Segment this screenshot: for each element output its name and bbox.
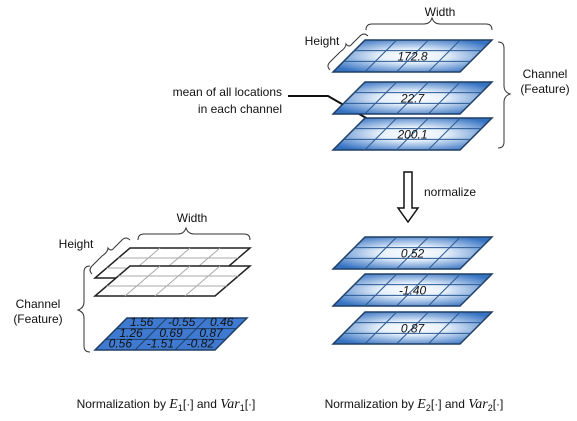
annotation: mean of all locations in each channel bbox=[173, 85, 282, 116]
channel-label-line: Channel bbox=[523, 67, 568, 81]
caption-part: 1 bbox=[178, 403, 183, 413]
caption-part: E bbox=[168, 397, 178, 412]
caption-part: [·] bbox=[431, 397, 442, 411]
caption: Normalization by E2[·] and Var2[·] bbox=[325, 397, 504, 413]
cell-value: 172.8 bbox=[397, 50, 427, 64]
cell-value: 200.1 bbox=[396, 128, 427, 142]
cell-value: 0.46 bbox=[210, 315, 234, 329]
layer: 0.87 bbox=[331, 311, 494, 345]
grid-line bbox=[134, 317, 168, 351]
cell-value: -0.82 bbox=[187, 336, 215, 350]
caption-part: Var bbox=[220, 397, 240, 412]
annotation-line: mean of all locations bbox=[173, 85, 282, 99]
grid-line bbox=[364, 117, 398, 151]
layer bbox=[92, 265, 253, 297]
caption-part: Normalization by bbox=[77, 397, 170, 411]
grid-line bbox=[427, 81, 461, 115]
cell-value: 0.52 bbox=[401, 247, 425, 261]
cell-value: -0.55 bbox=[168, 315, 196, 329]
cell-value: 1.26 bbox=[119, 326, 143, 340]
grid-line bbox=[427, 273, 461, 307]
caption-part: E bbox=[416, 397, 426, 412]
grid-line bbox=[427, 117, 461, 151]
cell-value: 0.87 bbox=[401, 322, 426, 336]
grid-line bbox=[427, 311, 461, 345]
caption-part: [·] bbox=[245, 397, 256, 411]
width-brace bbox=[137, 226, 251, 241]
caption-part: Var bbox=[468, 397, 488, 412]
height-label: Height bbox=[305, 34, 340, 48]
layer: 22.7 bbox=[331, 81, 494, 115]
channel-label-line: (Feature) bbox=[13, 312, 62, 326]
cell-value: -1.40 bbox=[399, 284, 427, 298]
width-label: Width bbox=[425, 5, 456, 19]
caption: Normalization by E1[·] and Var1[·] bbox=[77, 397, 256, 413]
caption-part: and bbox=[194, 397, 221, 411]
caption-part: Normalization by bbox=[325, 397, 418, 411]
grid-line bbox=[184, 265, 221, 297]
caption-part: [·] bbox=[493, 397, 504, 411]
layer: 200.1 bbox=[331, 117, 494, 151]
grid-line bbox=[364, 39, 398, 73]
down-arrow bbox=[396, 171, 420, 224]
grid-line bbox=[174, 317, 208, 351]
layer: 172.8 bbox=[331, 39, 494, 73]
channel-brace bbox=[76, 265, 91, 353]
height-label: Height bbox=[59, 237, 94, 251]
grid-line bbox=[396, 273, 429, 307]
caption-part: and bbox=[442, 397, 469, 411]
cell-value: -1.51 bbox=[147, 336, 174, 350]
caption-part: 2 bbox=[488, 403, 493, 413]
cell-value: 0.56 bbox=[109, 336, 133, 350]
caption-part: 2 bbox=[426, 403, 431, 413]
grid-line bbox=[124, 265, 161, 297]
grid-line bbox=[154, 265, 191, 297]
width-label: Width bbox=[177, 211, 208, 225]
grid-line bbox=[396, 236, 429, 270]
grid-line bbox=[396, 81, 429, 115]
grid-line bbox=[396, 311, 429, 345]
layer: 0.52 bbox=[331, 236, 494, 270]
grid-line bbox=[364, 81, 398, 115]
channel-label: Channel (Feature) bbox=[520, 67, 569, 96]
annotation-line: in each channel bbox=[198, 102, 282, 116]
grid-line bbox=[364, 236, 398, 270]
height-brace bbox=[89, 237, 131, 275]
cell-value: 0.87 bbox=[199, 326, 224, 340]
caption-part: [·] bbox=[183, 397, 194, 411]
annotation-pointer bbox=[288, 95, 381, 127]
grid-line bbox=[396, 117, 429, 151]
cell-value: 22.7 bbox=[400, 92, 426, 106]
grid-line bbox=[396, 39, 429, 73]
channel-label: Channel (Feature) bbox=[13, 297, 62, 326]
grid-line bbox=[364, 311, 398, 345]
width-brace bbox=[365, 16, 493, 31]
layer: -1.40 bbox=[331, 273, 494, 307]
cell-value: 1.56 bbox=[130, 315, 154, 329]
caption-part: 1 bbox=[240, 403, 245, 413]
cell-value: 0.69 bbox=[159, 326, 183, 340]
channel-label-line: (Feature) bbox=[520, 82, 569, 96]
arrow-label: normalize bbox=[424, 185, 476, 199]
grid-line bbox=[364, 273, 398, 307]
layer: 1.56 -0.55 0.46 1.26 0.69 0.87 0.56 -1.51 -0.82 bbox=[93, 315, 249, 351]
channel-label-line: Channel bbox=[16, 297, 61, 311]
channel-brace bbox=[497, 41, 512, 149]
grid-line bbox=[427, 236, 461, 270]
height-brace bbox=[327, 33, 369, 71]
grid-line bbox=[427, 39, 461, 73]
